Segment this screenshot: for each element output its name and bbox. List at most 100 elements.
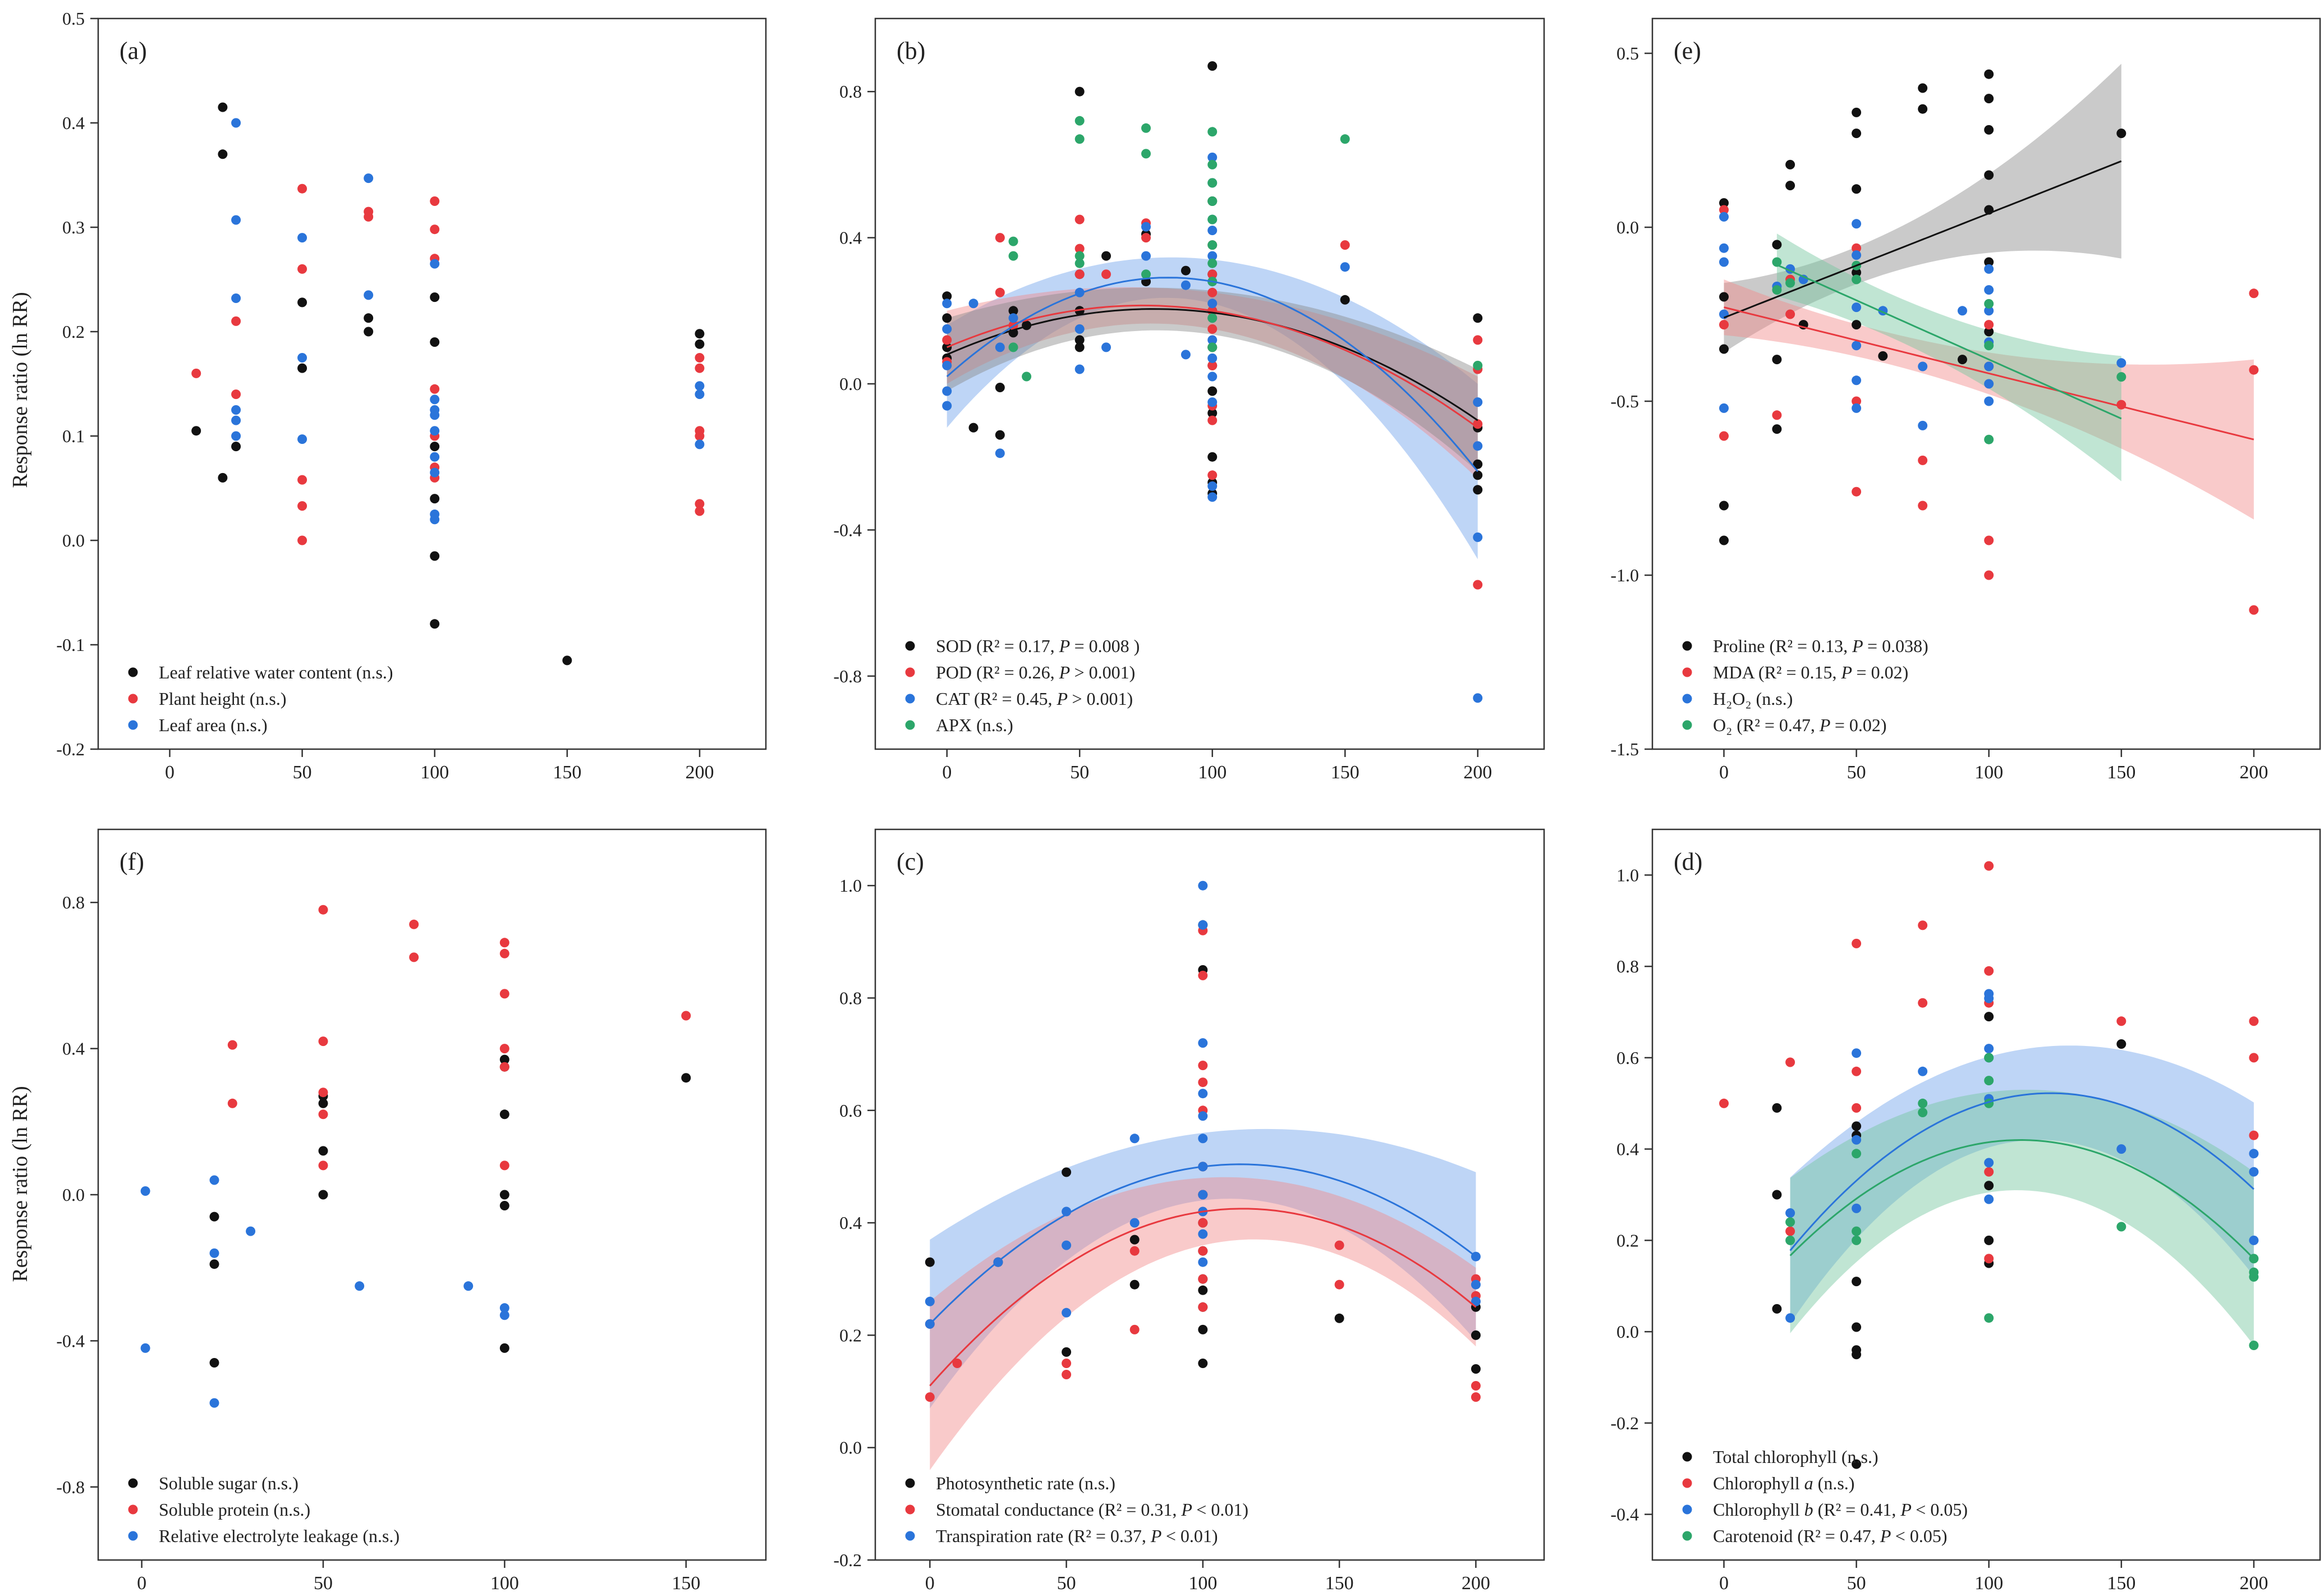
- legend-label: Leaf area (n.s.): [159, 715, 268, 735]
- legend-label: Plant height (n.s.): [159, 689, 287, 709]
- data-point: [2249, 605, 2259, 615]
- data-point: [1984, 966, 1994, 976]
- data-point: [318, 1098, 328, 1108]
- data-point: [1984, 1235, 1994, 1245]
- data-point: [925, 1296, 935, 1306]
- panel-a: 0 50 100 150 200 -0.2 -0.1 0.0 0.1 0.2 0.3 0.4 0.5 (a…: [56, 8, 767, 783]
- data-point: [1852, 320, 1862, 330]
- legend-label: APX (n.s.): [936, 715, 1013, 735]
- x-tick-label: 100: [1188, 1573, 1217, 1592]
- data-point: [318, 1036, 328, 1047]
- data-point: [1852, 938, 1862, 948]
- x-tick-label: 50: [1847, 762, 1866, 783]
- data-point: [942, 299, 952, 309]
- data-point: [1719, 501, 1729, 511]
- data-point: [1852, 487, 1862, 497]
- data-point: [1062, 1240, 1072, 1250]
- y-tick-label: 0.0: [62, 1185, 85, 1205]
- data-point: [1198, 1257, 1208, 1267]
- data-point: [218, 472, 228, 483]
- data-point: [1074, 269, 1085, 279]
- data-point: [1719, 431, 1729, 441]
- data-point: [1785, 1313, 1795, 1323]
- data-point: [695, 499, 705, 509]
- legend-marker: [128, 667, 138, 677]
- y-tick-label: 0.5: [1616, 43, 1639, 63]
- data-point: [1340, 262, 1350, 272]
- data-point: [1198, 1038, 1208, 1048]
- data-point: [1984, 1053, 1994, 1063]
- data-point: [1074, 364, 1085, 374]
- data-point: [209, 1358, 219, 1368]
- y-tick-label: 0.8: [62, 892, 85, 912]
- data-point: [695, 353, 705, 363]
- legend-marker: [1682, 1452, 1692, 1462]
- legend-label: Chlorophyll b (R² = 0.41, P < 0.05): [1713, 1499, 1968, 1520]
- data-point: [1918, 420, 1928, 430]
- legend-marker: [128, 1478, 138, 1488]
- y-axis-label-bottom: Response ratio (ln RR): [8, 1086, 32, 1282]
- fit-line-mda: [1724, 306, 2254, 441]
- plot-frame: [97, 17, 767, 750]
- data-point: [499, 1160, 509, 1171]
- fit-line-stomatal-conductance: [929, 1208, 1477, 1387]
- data-point: [318, 1146, 328, 1156]
- data-point: [297, 535, 307, 545]
- y-tick-label: 0.8: [1616, 956, 1639, 976]
- data-point: [1918, 1098, 1928, 1108]
- data-point: [1984, 125, 1994, 135]
- x-tick-label: 100: [1198, 762, 1227, 783]
- legend-marker: [128, 1531, 138, 1541]
- data-point: [499, 1109, 509, 1120]
- data-point: [297, 501, 307, 511]
- fit-line-pod: [947, 304, 1478, 429]
- series-apx: [1008, 116, 1483, 382]
- data-point: [430, 467, 440, 478]
- y-tick-label: 0.6: [1616, 1048, 1639, 1068]
- x-tick-label: 150: [553, 762, 581, 783]
- data-point: [1207, 269, 1218, 279]
- x-tick-label: 100: [1974, 1573, 2003, 1592]
- legend-marker: [128, 1504, 138, 1515]
- data-point: [1198, 1111, 1208, 1121]
- data-point: [1984, 94, 1994, 104]
- data-point: [1852, 1149, 1862, 1159]
- data-point: [231, 316, 241, 326]
- data-point: [995, 287, 1005, 297]
- fit-line-sod: [947, 308, 1478, 421]
- ci-band-transpiration-rate: [930, 1128, 1476, 1409]
- legend-marker: [128, 694, 138, 704]
- data-point: [1918, 501, 1928, 511]
- x-tick-label: 0: [925, 1573, 935, 1592]
- data-point: [1785, 1208, 1795, 1218]
- data-point: [995, 342, 1005, 352]
- plot-frame: [1651, 828, 2321, 1561]
- data-point: [1984, 1194, 1994, 1204]
- y-tick-label: 0.8: [839, 81, 862, 102]
- data-point: [2249, 1272, 2259, 1282]
- data-point: [318, 905, 328, 915]
- data-point: [1984, 69, 1994, 79]
- data-point: [1785, 181, 1795, 191]
- data-point: [1719, 1098, 1729, 1108]
- data-point: [318, 1190, 328, 1200]
- data-point: [499, 948, 509, 958]
- data-point: [681, 1011, 691, 1021]
- data-point: [499, 1062, 509, 1072]
- data-point: [140, 1343, 150, 1353]
- data-point: [499, 1054, 509, 1065]
- data-point: [297, 233, 307, 243]
- data-point: [1984, 327, 1994, 337]
- data-point: [430, 442, 440, 452]
- data-point: [1719, 198, 1729, 208]
- legend-label: Photosynthetic rate (n.s.): [936, 1473, 1115, 1493]
- data-point: [318, 1160, 328, 1171]
- data-point: [318, 1109, 328, 1120]
- data-point: [1062, 1307, 1072, 1318]
- legend-marker: [128, 720, 138, 730]
- data-point: [695, 381, 705, 391]
- y-tick-label: 0.2: [1616, 1230, 1639, 1250]
- data-point: [430, 224, 440, 235]
- data-point: [1984, 434, 1994, 444]
- series-o-: [1772, 257, 2126, 444]
